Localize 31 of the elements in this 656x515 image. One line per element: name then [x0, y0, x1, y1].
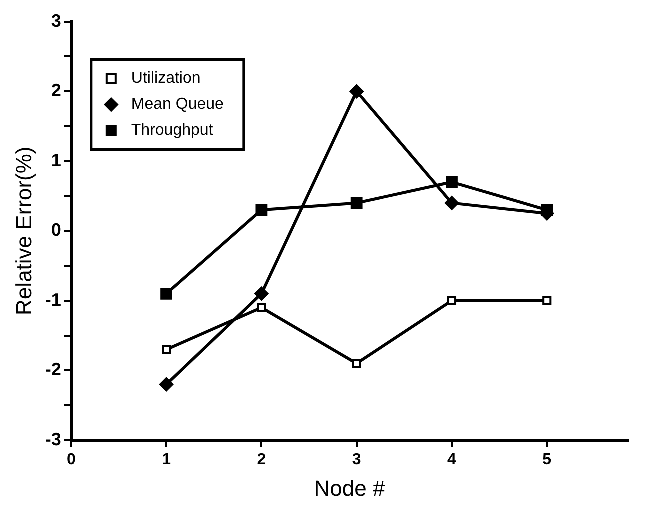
- x-tick-label: 4: [448, 451, 457, 468]
- point: [256, 204, 268, 216]
- point: [444, 196, 459, 210]
- x-tick-label: 1: [162, 451, 172, 468]
- x-tick-label: 2: [257, 451, 266, 468]
- y-tick-label: -1: [45, 290, 62, 310]
- y-tick-label: 0: [51, 220, 62, 240]
- y-tick-label: 1: [51, 150, 62, 170]
- point: [352, 359, 362, 368]
- point: [350, 197, 363, 210]
- point: [254, 286, 269, 301]
- y-tick-label: 3: [51, 10, 62, 31]
- point: [160, 288, 172, 300]
- y-tick-label: -3: [45, 429, 62, 450]
- point: [446, 176, 458, 188]
- point: [350, 84, 364, 99]
- point: [160, 378, 174, 392]
- x-tick-label: 0: [66, 451, 76, 468]
- y-tick-label: -2: [45, 360, 62, 380]
- point: [162, 345, 172, 354]
- x-axis-title: Node #: [314, 476, 386, 501]
- x-tick-label: 5: [542, 451, 552, 468]
- point: [257, 303, 266, 312]
- point: [542, 296, 552, 306]
- legend-label: Throughput: [131, 122, 214, 140]
- legend-label: Mean Queue: [131, 96, 224, 114]
- y-tick-label: 2: [51, 80, 62, 101]
- x-tick-label: 3: [352, 451, 362, 468]
- y-axis-title: Relative Error(%): [11, 146, 36, 316]
- legend-label: Utilization: [131, 70, 201, 88]
- point: [447, 296, 457, 306]
